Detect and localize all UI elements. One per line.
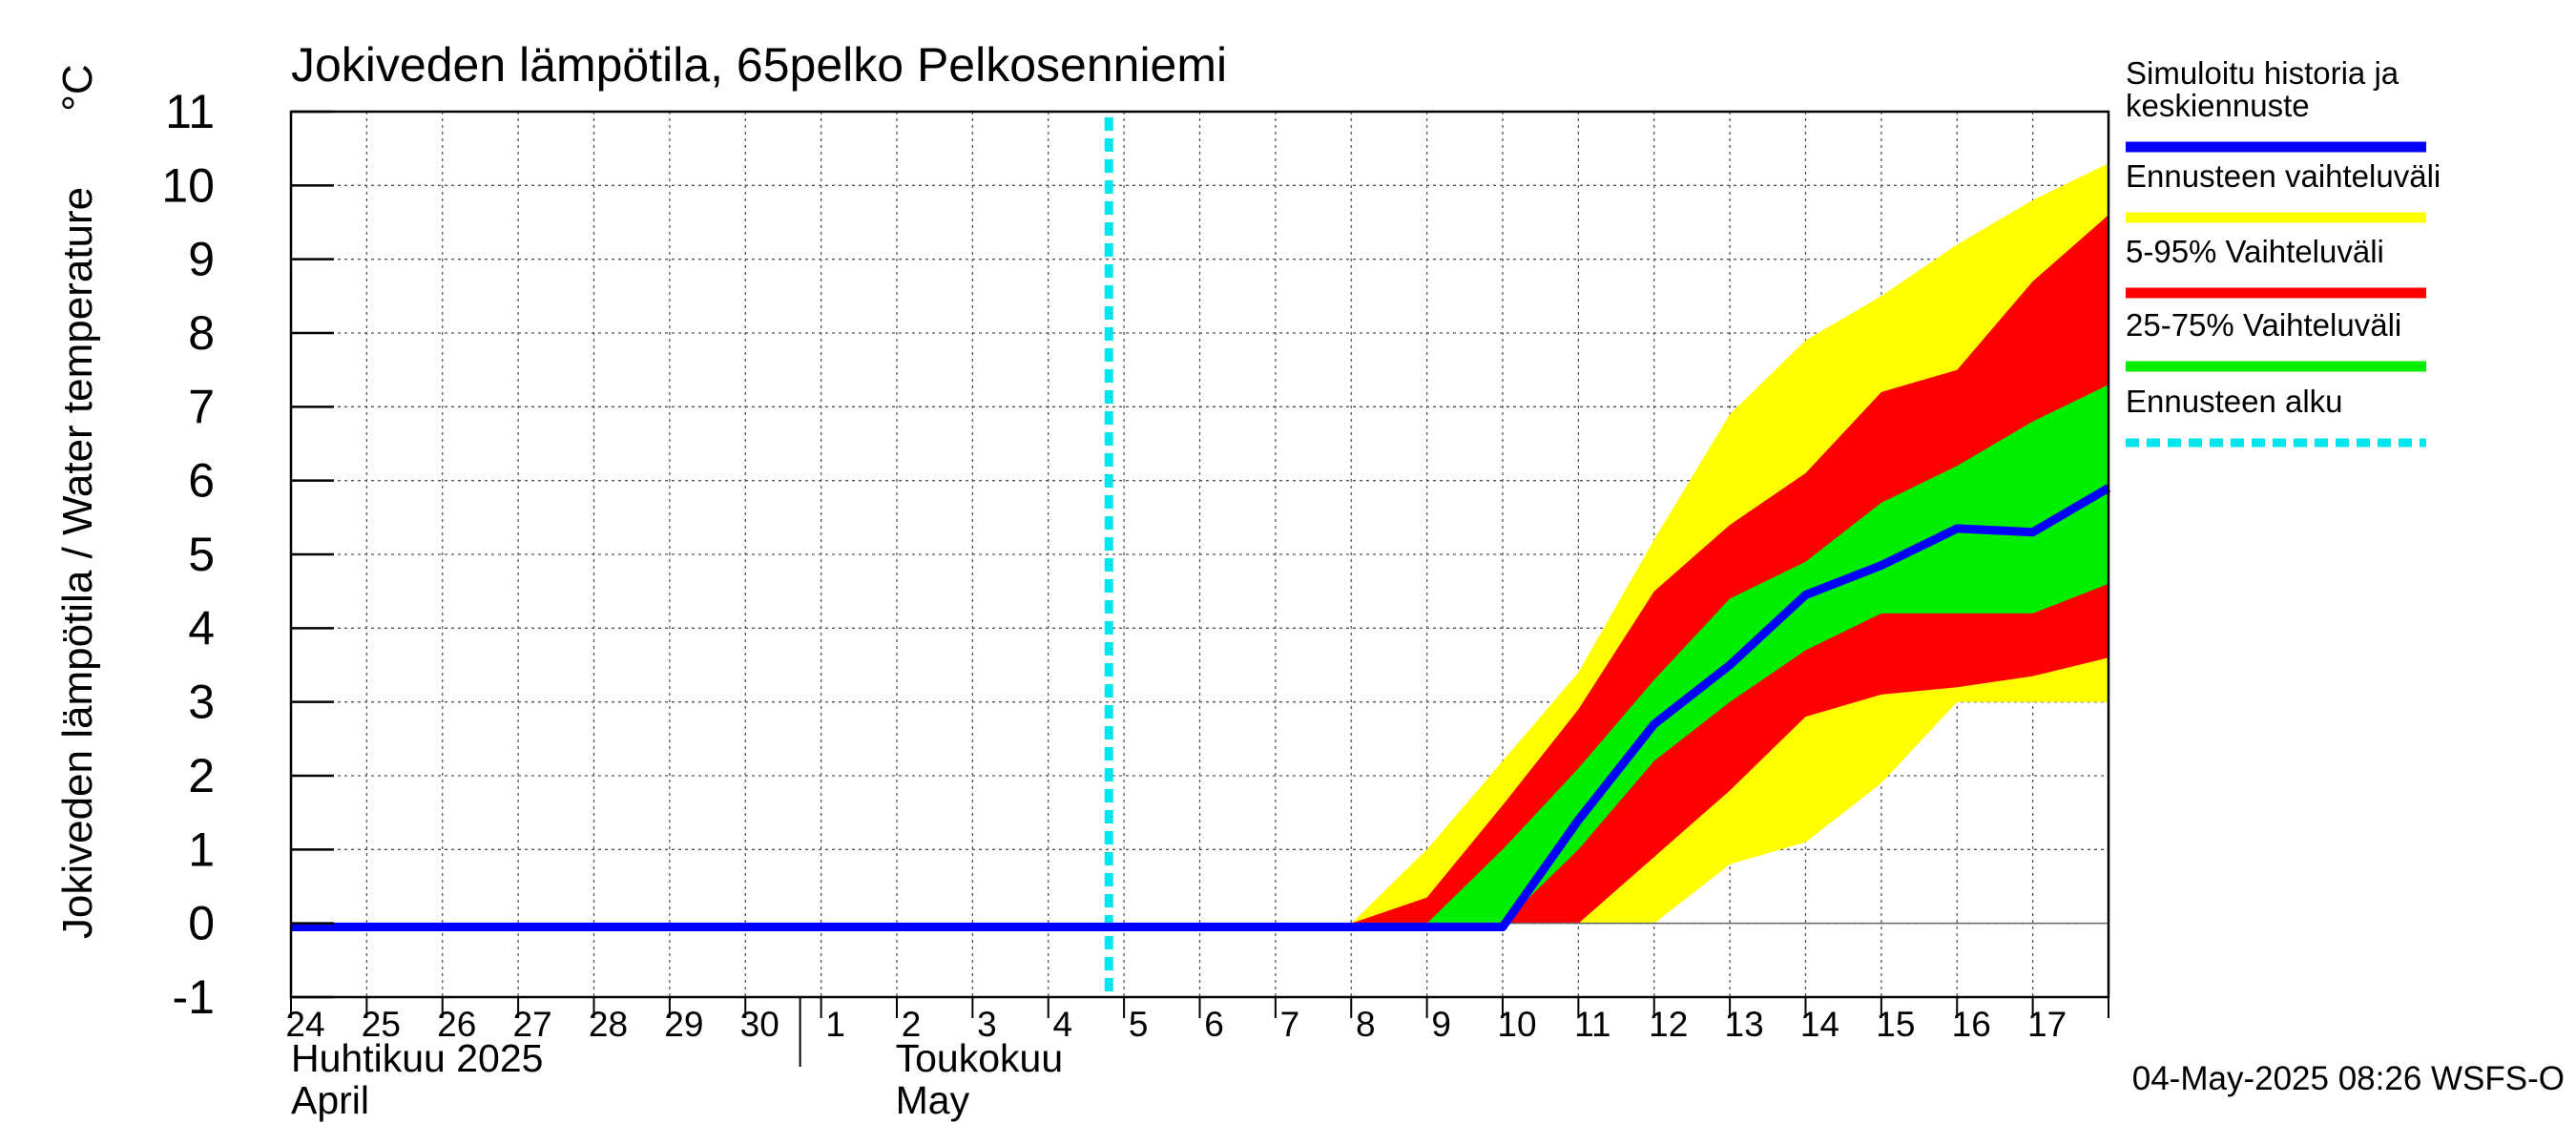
x-tick-label: 24 (285, 1005, 324, 1044)
y-tick-label: 9 (188, 233, 215, 286)
x-tick-label: 28 (589, 1005, 628, 1044)
legend-label: Ennusteen alku (2126, 384, 2343, 419)
legend-label: keskiennuste (2126, 88, 2310, 123)
x-tick-label: 8 (1356, 1005, 1376, 1044)
y-tick-label: 6 (188, 454, 215, 508)
y-tick-label: 4 (188, 601, 215, 655)
y-tick-label: 2 (188, 749, 215, 802)
footer-timestamp: 04-May-2025 08:26 WSFS-O (2132, 1060, 2565, 1097)
legend-label: Simuloitu historia ja (2126, 55, 2399, 91)
x-tick-label: 26 (437, 1005, 476, 1044)
y-tick-label: 0 (188, 897, 215, 950)
x-tick-label: 11 (1574, 1005, 1610, 1044)
x-tick-label: 27 (513, 1005, 552, 1044)
y-axis-label: Jokiveden lämpötila / Water temperature (54, 187, 101, 939)
legend-label: 5-95% Vaihteluväli (2126, 234, 2384, 269)
x-tick-label: 10 (1497, 1005, 1536, 1044)
y-tick-label: 5 (188, 528, 215, 581)
month-label-en: May (896, 1078, 970, 1122)
month-label-en: April (291, 1078, 369, 1122)
x-tick-label: 13 (1725, 1005, 1764, 1044)
legend-label: Ennusteen vaihteluväli (2126, 158, 2441, 194)
chart-title: Jokiveden lämpötila, 65pelko Pelkosennie… (291, 38, 1227, 92)
x-tick-label: 25 (362, 1005, 401, 1044)
x-tick-label: 6 (1204, 1005, 1224, 1044)
x-tick-label: 29 (664, 1005, 703, 1044)
x-tick-label: 15 (1876, 1005, 1915, 1044)
month-label-fi: Toukokuu (896, 1036, 1064, 1080)
y-tick-label: 1 (188, 822, 215, 876)
x-tick-label: 9 (1431, 1005, 1451, 1044)
x-tick-label: 30 (740, 1005, 779, 1044)
x-tick-label: 4 (1052, 1005, 1072, 1044)
x-tick-label: 2 (902, 1005, 922, 1044)
y-tick-label: 10 (161, 158, 215, 212)
y-axis-unit: °C (54, 64, 101, 111)
month-label-fi: Huhtikuu 2025 (291, 1036, 543, 1080)
y-tick-label: 11 (165, 85, 215, 138)
series-line-median (291, 484, 2111, 931)
y-tick-label: 3 (188, 676, 215, 729)
x-tick-label: 14 (1800, 1005, 1839, 1044)
y-tick-label: -1 (173, 970, 215, 1024)
x-tick-label: 16 (1952, 1005, 1991, 1044)
legend-label: 25-75% Vaihteluväli (2126, 307, 2401, 343)
x-tick-label: 1 (825, 1005, 845, 1044)
x-tick-label: 5 (1129, 1005, 1149, 1044)
y-tick-label: 7 (188, 380, 215, 433)
x-tick-label: 3 (977, 1005, 997, 1044)
x-tick-label: 7 (1280, 1005, 1300, 1044)
y-tick-label: 8 (188, 306, 215, 360)
x-tick-label: 12 (1649, 1005, 1688, 1044)
x-tick-label: 17 (2027, 1005, 2067, 1044)
